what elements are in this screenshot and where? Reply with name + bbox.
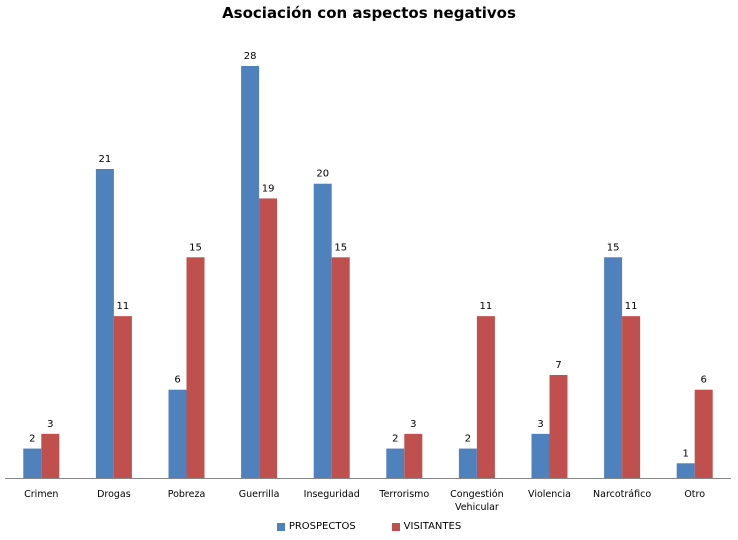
bar-prospectos-narcotrafico [604,257,623,478]
bar-visitantes-congestion-vehicular [476,316,495,478]
x-tick-label-congestion-vehicular-line-1: Congestión [450,489,504,500]
bar-prospectos-violencia [531,433,550,478]
legend-label-prospectos: PROSPECTOS [288,521,356,532]
legend-label-visitantes: VISITANTES [403,521,462,532]
data-label-prospectos-guerrilla: 28 [244,51,257,62]
data-label-visitantes-drogas: 11 [117,301,130,312]
data-label-visitantes-otro: 6 [701,375,707,386]
legend-swatch-visitantes [391,522,400,531]
chart-title: Asociación con aspectos negativos [222,4,516,22]
bar-prospectos-inseguridad [313,183,332,478]
bar-visitantes-drogas [113,316,132,478]
data-label-prospectos-narcotrafico: 15 [607,242,620,253]
data-label-visitantes-violencia: 7 [555,360,561,371]
x-tick-label-inseguridad: Inseguridad [304,489,360,500]
x-tick-label-pobreza: Pobreza [168,489,206,500]
bar-visitantes-terrorismo [404,433,423,478]
legend-item-prospectos: PROSPECTOS [276,521,356,532]
bar-visitantes-crimen [41,433,60,478]
data-label-visitantes-inseguridad: 15 [334,242,347,253]
bar-prospectos-otro [676,463,695,478]
x-tick-label-violencia: Violencia [528,489,571,500]
data-label-prospectos-terrorismo: 2 [392,434,398,445]
legend-swatch-prospectos [276,522,285,531]
legend-item-visitantes: VISITANTES [391,521,462,532]
x-tick-label-congestion-vehicular-line-2: Vehicular [455,502,499,513]
data-label-visitantes-crimen: 3 [47,419,53,430]
data-label-visitantes-congestion-vehicular: 11 [480,301,493,312]
data-label-prospectos-inseguridad: 20 [316,169,329,180]
legend: PROSPECTOS VISITANTES [0,521,738,532]
data-label-visitantes-narcotrafico: 11 [625,301,638,312]
bar-prospectos-terrorismo [386,448,405,478]
data-label-visitantes-pobreza: 15 [189,242,202,253]
data-label-prospectos-drogas: 21 [99,154,112,165]
bar-visitantes-otro [694,389,713,478]
bar-prospectos-crimen [23,448,42,478]
bar-visitantes-violencia [549,375,568,478]
bar-visitantes-narcotrafico [622,316,641,478]
x-tick-label-otro: Otro [684,489,705,500]
x-tick-label-guerrilla: Guerrilla [239,489,280,500]
data-label-prospectos-pobreza: 6 [174,375,180,386]
bars-group [23,66,713,478]
bar-prospectos-pobreza [168,389,187,478]
bar-visitantes-inseguridad [331,257,350,478]
bar-prospectos-guerrilla [241,66,260,478]
bar-visitantes-guerrilla [259,198,278,478]
bar-visitantes-pobreza [186,257,205,478]
x-tick-label-narcotrafico: Narcotráfico [593,489,651,500]
data-label-prospectos-crimen: 2 [29,434,35,445]
bar-prospectos-congestion-vehicular [458,448,477,478]
x-tick-label-crimen: Crimen [24,489,58,500]
bar-prospectos-drogas [95,169,114,478]
data-label-prospectos-congestion-vehicular: 2 [465,434,471,445]
data-label-visitantes-terrorismo: 3 [410,419,416,430]
data-label-prospectos-otro: 1 [683,448,689,459]
x-tick-label-drogas: Drogas [97,489,131,500]
x-tick-label-terrorismo: Terrorismo [378,489,429,500]
data-label-visitantes-guerrilla: 19 [262,183,275,194]
data-label-prospectos-violencia: 3 [537,419,543,430]
x-tick-labels-group: Crimen Drogas Pobreza Guerrilla Inseguridad T… [24,489,705,513]
